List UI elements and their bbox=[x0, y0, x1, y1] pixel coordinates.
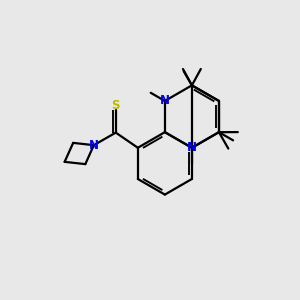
Text: N: N bbox=[187, 141, 197, 154]
Text: N: N bbox=[160, 94, 170, 107]
Text: S: S bbox=[112, 99, 120, 112]
Text: N: N bbox=[89, 139, 99, 152]
